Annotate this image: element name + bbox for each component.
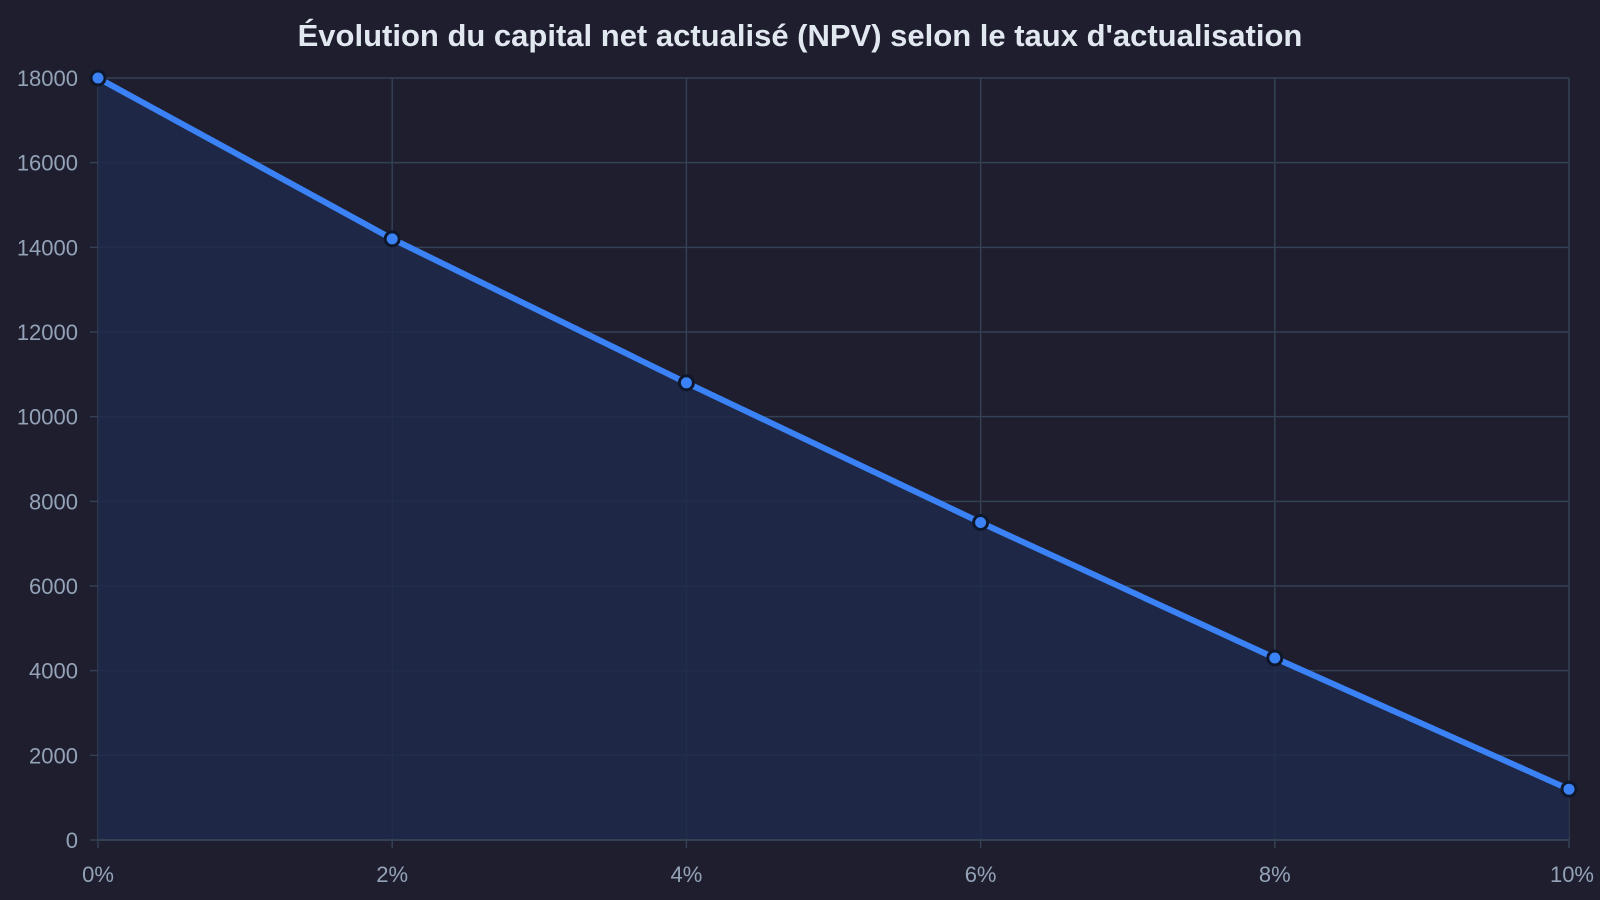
x-tick-label: 8%: [1259, 862, 1291, 887]
y-tick-label: 10000: [17, 405, 78, 430]
y-tick-label: 16000: [17, 151, 78, 176]
y-tick-label: 18000: [17, 66, 78, 91]
y-tick-label: 2000: [29, 743, 78, 768]
y-tick-label: 12000: [17, 320, 78, 345]
x-tick-label: 6%: [965, 862, 997, 887]
series-line: [95, 75, 1572, 793]
x-tick-label: 0%: [82, 862, 114, 887]
data-point: [1560, 780, 1578, 798]
data-point: [383, 230, 401, 248]
y-tick-label: 0: [66, 828, 78, 853]
y-tick-label: 4000: [29, 659, 78, 684]
x-tick-labels: 0% 2% 4% 6% 8% 10%: [82, 862, 1594, 887]
area-fill: [98, 78, 1569, 840]
x-tick-label: 4%: [671, 862, 703, 887]
data-point: [972, 514, 990, 531]
data-point: [1266, 649, 1284, 667]
x-tick-label: 10%: [1550, 862, 1594, 887]
chart-title: Évolution du capital net actualisé (NPV)…: [297, 18, 1303, 53]
data-point: [89, 69, 107, 87]
data-point: [677, 374, 695, 392]
x-tick-label: 2%: [376, 862, 408, 887]
y-tick-label: 14000: [17, 235, 78, 260]
y-tick-label: 6000: [29, 574, 78, 599]
y-tick-labels: 0 2000 4000 6000 8000 10000 12000 14000 16000 180…: [17, 66, 78, 853]
y-tick-label: 8000: [29, 489, 78, 514]
data-points: [89, 69, 1578, 798]
